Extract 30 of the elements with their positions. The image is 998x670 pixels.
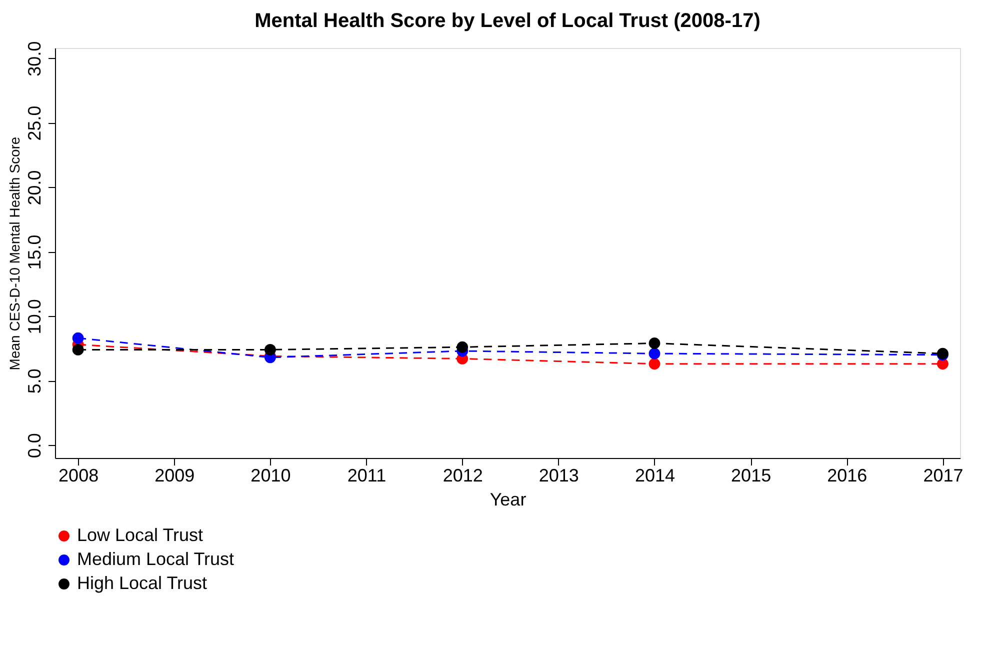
point	[648, 348, 660, 360]
x-tick-label: 2009	[154, 466, 195, 486]
y-tick-label: 5.0	[24, 368, 44, 394]
y-tick-label: 30.0	[24, 41, 44, 76]
point	[648, 358, 660, 370]
x-axis-title: Year	[490, 490, 526, 510]
y-tick-label: 0.0	[24, 433, 44, 458]
x-tick-label: 2008	[58, 466, 99, 486]
point	[264, 344, 276, 356]
x-tick-label: 2011	[347, 466, 386, 486]
y-tick-label: 10.0	[24, 299, 44, 334]
x-tick-label: 2014	[634, 466, 676, 486]
y-tick-label: 25.0	[24, 106, 44, 141]
x-tick-label: 2017	[923, 466, 964, 486]
legend-label: Low Local Trust	[77, 525, 204, 545]
x-tick-label: 2010	[250, 466, 291, 486]
y-tick-label: 15.0	[24, 234, 44, 270]
x-tick-label: 2015	[731, 466, 772, 486]
chart-title: Mental Health Score by Level of Local Trust (2008-17)	[254, 10, 760, 32]
legend-label: High Local Trust	[77, 573, 208, 593]
point	[72, 344, 84, 356]
y-axis-title: Mean CES-D-10 Mental Health Score	[6, 136, 22, 370]
point	[456, 341, 468, 353]
x-tick-label: 2013	[538, 466, 579, 486]
x-tick-label: 2012	[442, 466, 483, 486]
legend-label: Medium Local Trust	[77, 549, 234, 569]
point	[72, 332, 84, 344]
point	[648, 338, 660, 349]
y-tick-label: 20.0	[24, 170, 44, 206]
x-tick-label: 2016	[827, 466, 868, 486]
